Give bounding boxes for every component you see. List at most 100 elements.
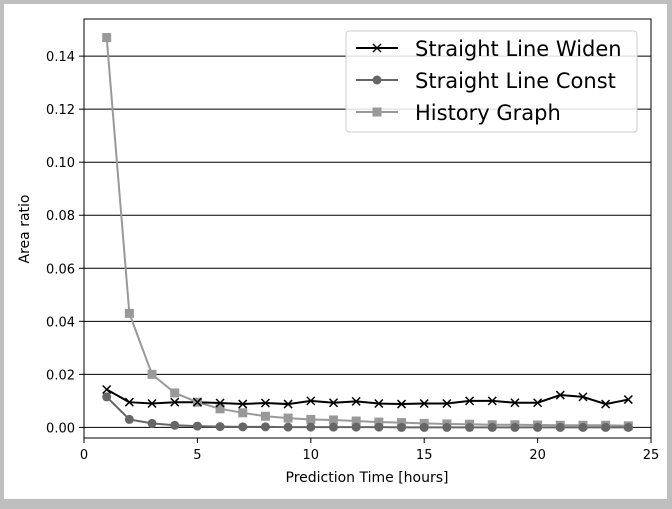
- data-point: [283, 413, 293, 423]
- x-marker-stroke: [555, 390, 565, 400]
- data-point: [555, 422, 565, 432]
- x-marker-stroke: [510, 398, 520, 408]
- series-markers-straight-line-const: [102, 392, 633, 432]
- data-point: [623, 395, 633, 405]
- y-tick-label: 0.04: [46, 315, 75, 330]
- data-point: [215, 422, 225, 432]
- data-point: [260, 422, 270, 432]
- x-marker-stroke: [170, 397, 180, 407]
- data-point: [306, 396, 316, 406]
- data-point: [306, 414, 316, 424]
- x-marker-stroke: [372, 43, 382, 53]
- x-marker-stroke: [283, 399, 293, 409]
- data-point: [419, 398, 429, 409]
- data-point: [533, 422, 543, 432]
- y-tick-label: 0.12: [46, 103, 75, 118]
- x-marker-stroke: [487, 396, 497, 406]
- legend-marker: [372, 107, 382, 117]
- x-marker-stroke: [192, 397, 202, 407]
- legend-label: Straight Line Widen: [415, 37, 622, 61]
- data-point: [215, 398, 225, 408]
- x-marker-stroke: [442, 398, 452, 409]
- data-point: [396, 399, 407, 409]
- legend-label: Straight Line Const: [415, 69, 616, 93]
- data-point: [578, 392, 588, 402]
- x-tick-label: 25: [643, 448, 660, 463]
- x-axis-label: Prediction Time [hours]: [286, 470, 449, 486]
- data-point: [397, 418, 407, 428]
- data-point: [170, 388, 180, 398]
- x-marker-stroke: [396, 399, 407, 409]
- data-point: [328, 398, 339, 408]
- y-axis-label: Area ratio: [17, 195, 33, 264]
- data-point: [238, 408, 248, 418]
- y-tick-label: 0.10: [46, 156, 75, 171]
- x-marker-stroke: [578, 392, 588, 402]
- data-point: [147, 418, 157, 428]
- data-point: [306, 422, 316, 432]
- x-marker-stroke: [623, 395, 633, 405]
- x-marker-stroke: [238, 399, 248, 409]
- series-markers: [102, 33, 633, 432]
- data-point: [102, 33, 112, 43]
- x-marker-stroke: [465, 396, 475, 406]
- data-point: [124, 397, 134, 407]
- data-point: [351, 396, 361, 406]
- data-point: [170, 397, 180, 407]
- data-point: [442, 398, 452, 409]
- data-point: [374, 422, 384, 432]
- data-point: [124, 308, 134, 318]
- data-point: [328, 422, 338, 432]
- x-marker-stroke: [306, 396, 316, 406]
- data-point: [351, 416, 361, 426]
- data-point: [192, 421, 202, 431]
- data-point: [623, 422, 633, 432]
- y-tick-label: 0.00: [46, 421, 75, 436]
- y-axis-ticks: 0.00 0.02 0.04 0.06 0.08 0.10 0.12 0.14: [46, 50, 84, 436]
- legend-marker: [372, 75, 382, 85]
- plot-frame: [83, 18, 652, 439]
- data-point: [465, 396, 475, 406]
- x-tick-label: 0: [80, 448, 88, 463]
- legend-label: History Graph: [415, 101, 561, 125]
- data-point: [487, 422, 497, 432]
- x-marker-stroke: [147, 398, 157, 409]
- legend-entry: History Graph: [356, 101, 561, 125]
- legend-marker: [372, 43, 382, 53]
- data-point: [465, 422, 475, 432]
- series-markers-straight-line-widen: [102, 384, 633, 409]
- x-marker-stroke: [351, 396, 361, 406]
- y-tick-label: 0.08: [46, 209, 75, 224]
- x-marker-stroke: [328, 398, 339, 408]
- x-tick-label: 15: [416, 448, 433, 463]
- data-point: [260, 411, 270, 421]
- x-marker-stroke: [419, 398, 429, 409]
- data-point: [510, 398, 520, 408]
- data-point: [283, 399, 293, 409]
- data-point: [419, 422, 429, 432]
- legend-box: [345, 30, 638, 133]
- data-point: [147, 369, 157, 379]
- data-point: [555, 390, 565, 400]
- data-point: [397, 422, 407, 432]
- data-point: [351, 422, 361, 432]
- y-tick-label: 0.06: [46, 262, 75, 277]
- data-point: [170, 420, 180, 430]
- data-point: [578, 422, 588, 432]
- data-point: [601, 399, 611, 409]
- data-point: [374, 417, 384, 427]
- data-point: [374, 398, 384, 409]
- x-marker-stroke: [260, 398, 270, 408]
- data-point: [510, 422, 520, 432]
- x-tick-label: 20: [529, 448, 546, 463]
- data-point: [215, 404, 225, 414]
- data-point: [442, 422, 452, 432]
- data-point: [328, 415, 338, 425]
- data-point: [487, 396, 497, 406]
- x-marker-stroke: [215, 398, 225, 408]
- legend: Straight Line Widen Straight Line Const Hi…: [345, 30, 638, 133]
- data-point: [102, 392, 112, 402]
- data-point: [102, 384, 112, 395]
